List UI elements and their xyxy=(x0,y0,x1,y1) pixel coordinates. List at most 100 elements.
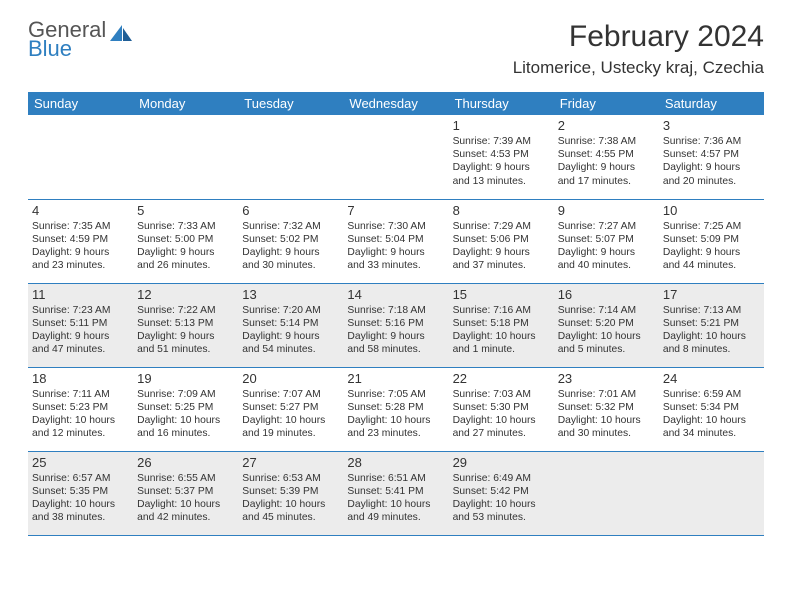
day-number: 26 xyxy=(137,455,234,470)
day-number: 17 xyxy=(663,287,760,302)
calendar-row: 18Sunrise: 7:11 AMSunset: 5:23 PMDayligh… xyxy=(28,367,764,451)
day-info: Sunrise: 7:35 AMSunset: 4:59 PMDaylight:… xyxy=(32,220,129,273)
day-number: 16 xyxy=(558,287,655,302)
day-header: Sunday xyxy=(28,92,133,115)
day-info: Sunrise: 7:32 AMSunset: 5:02 PMDaylight:… xyxy=(242,220,339,273)
logo-line2: Blue xyxy=(28,39,106,60)
day-cell: 16 Sunrise: 7:14 AMSunset: 5:20 PMDayligh… xyxy=(554,283,659,367)
day-info: Sunrise: 7:05 AMSunset: 5:28 PMDaylight:… xyxy=(347,388,444,441)
day-number: 29 xyxy=(453,455,550,470)
day-info: Sunrise: 6:53 AMSunset: 5:39 PMDaylight:… xyxy=(242,472,339,525)
logo: General Blue xyxy=(28,20,134,60)
day-number: 18 xyxy=(32,371,129,386)
day-cell: 15 Sunrise: 7:16 AMSunset: 5:18 PMDayligh… xyxy=(449,283,554,367)
calendar-header-row: SundayMondayTuesdayWednesdayThursdayFrid… xyxy=(28,92,764,115)
title-block: February 2024 Litomerice, Ustecky kraj, … xyxy=(513,20,764,78)
day-header: Tuesday xyxy=(238,92,343,115)
day-cell: 29 Sunrise: 6:49 AMSunset: 5:42 PMDayligh… xyxy=(449,451,554,535)
day-number: 25 xyxy=(32,455,129,470)
day-number: 20 xyxy=(242,371,339,386)
day-number: 22 xyxy=(453,371,550,386)
day-info: Sunrise: 7:03 AMSunset: 5:30 PMDaylight:… xyxy=(453,388,550,441)
day-header: Monday xyxy=(133,92,238,115)
calendar-row: 1Sunrise: 7:39 AMSunset: 4:53 PMDaylight… xyxy=(28,115,764,199)
day-info: Sunrise: 7:20 AMSunset: 5:14 PMDaylight:… xyxy=(242,304,339,357)
day-cell: 7 Sunrise: 7:30 AMSunset: 5:04 PMDaylight… xyxy=(343,199,448,283)
day-cell: 24 Sunrise: 6:59 AMSunset: 5:34 PMDayligh… xyxy=(659,367,764,451)
day-cell: 26 Sunrise: 6:55 AMSunset: 5:37 PMDayligh… xyxy=(133,451,238,535)
day-info: Sunrise: 6:49 AMSunset: 5:42 PMDaylight:… xyxy=(453,472,550,525)
day-number: 5 xyxy=(137,203,234,218)
day-info: Sunrise: 7:25 AMSunset: 5:09 PMDaylight:… xyxy=(663,220,760,273)
day-cell: 11 Sunrise: 7:23 AMSunset: 5:11 PMDayligh… xyxy=(28,283,133,367)
day-info: Sunrise: 7:01 AMSunset: 5:32 PMDaylight:… xyxy=(558,388,655,441)
logo-sail-icon xyxy=(108,23,134,50)
day-header: Friday xyxy=(554,92,659,115)
day-info: Sunrise: 7:07 AMSunset: 5:27 PMDaylight:… xyxy=(242,388,339,441)
day-info: Sunrise: 7:27 AMSunset: 5:07 PMDaylight:… xyxy=(558,220,655,273)
day-cell: 9 Sunrise: 7:27 AMSunset: 5:07 PMDaylight… xyxy=(554,199,659,283)
calendar-row: 4 Sunrise: 7:35 AMSunset: 4:59 PMDaylight… xyxy=(28,199,764,283)
day-cell: 13 Sunrise: 7:20 AMSunset: 5:14 PMDayligh… xyxy=(238,283,343,367)
calendar-table: SundayMondayTuesdayWednesdayThursdayFrid… xyxy=(28,92,764,536)
day-cell: 22 Sunrise: 7:03 AMSunset: 5:30 PMDayligh… xyxy=(449,367,554,451)
day-info: Sunrise: 7:16 AMSunset: 5:18 PMDaylight:… xyxy=(453,304,550,357)
day-number: 9 xyxy=(558,203,655,218)
page-subtitle: Litomerice, Ustecky kraj, Czechia xyxy=(513,58,764,78)
day-number: 8 xyxy=(453,203,550,218)
calendar-row: 11 Sunrise: 7:23 AMSunset: 5:11 PMDayligh… xyxy=(28,283,764,367)
day-number: 23 xyxy=(558,371,655,386)
day-info: Sunrise: 6:55 AMSunset: 5:37 PMDaylight:… xyxy=(137,472,234,525)
day-number: 2 xyxy=(558,118,655,133)
day-number: 10 xyxy=(663,203,760,218)
day-cell: 23 Sunrise: 7:01 AMSunset: 5:32 PMDayligh… xyxy=(554,367,659,451)
day-cell: 19 Sunrise: 7:09 AMSunset: 5:25 PMDayligh… xyxy=(133,367,238,451)
day-number: 21 xyxy=(347,371,444,386)
day-cell: 14 Sunrise: 7:18 AMSunset: 5:16 PMDayligh… xyxy=(343,283,448,367)
empty-cell xyxy=(554,451,659,535)
day-number: 27 xyxy=(242,455,339,470)
day-info: Sunrise: 7:09 AMSunset: 5:25 PMDaylight:… xyxy=(137,388,234,441)
day-cell: 5 Sunrise: 7:33 AMSunset: 5:00 PMDaylight… xyxy=(133,199,238,283)
calendar-body: 1Sunrise: 7:39 AMSunset: 4:53 PMDaylight… xyxy=(28,115,764,535)
page-title: February 2024 xyxy=(513,20,764,54)
day-number: 4 xyxy=(32,203,129,218)
day-cell: 6 Sunrise: 7:32 AMSunset: 5:02 PMDaylight… xyxy=(238,199,343,283)
day-info: Sunrise: 7:33 AMSunset: 5:00 PMDaylight:… xyxy=(137,220,234,273)
day-number: 7 xyxy=(347,203,444,218)
day-cell: 2Sunrise: 7:38 AMSunset: 4:55 PMDaylight… xyxy=(554,115,659,199)
day-info: Sunrise: 6:59 AMSunset: 5:34 PMDaylight:… xyxy=(663,388,760,441)
day-info: Sunrise: 7:14 AMSunset: 5:20 PMDaylight:… xyxy=(558,304,655,357)
day-number: 6 xyxy=(242,203,339,218)
day-info: Sunrise: 7:13 AMSunset: 5:21 PMDaylight:… xyxy=(663,304,760,357)
day-number: 15 xyxy=(453,287,550,302)
day-info: Sunrise: 7:22 AMSunset: 5:13 PMDaylight:… xyxy=(137,304,234,357)
empty-cell xyxy=(659,451,764,535)
empty-cell xyxy=(343,115,448,199)
day-cell: 1Sunrise: 7:39 AMSunset: 4:53 PMDaylight… xyxy=(449,115,554,199)
day-cell: 28 Sunrise: 6:51 AMSunset: 5:41 PMDayligh… xyxy=(343,451,448,535)
day-cell: 21 Sunrise: 7:05 AMSunset: 5:28 PMDayligh… xyxy=(343,367,448,451)
header: General Blue February 2024 Litomerice, U… xyxy=(28,20,764,78)
day-header: Wednesday xyxy=(343,92,448,115)
day-cell: 8 Sunrise: 7:29 AMSunset: 5:06 PMDaylight… xyxy=(449,199,554,283)
day-info: Sunrise: 7:30 AMSunset: 5:04 PMDaylight:… xyxy=(347,220,444,273)
day-info: Sunrise: 7:23 AMSunset: 5:11 PMDaylight:… xyxy=(32,304,129,357)
day-number: 11 xyxy=(32,287,129,302)
day-number: 14 xyxy=(347,287,444,302)
day-number: 19 xyxy=(137,371,234,386)
day-cell: 10 Sunrise: 7:25 AMSunset: 5:09 PMDayligh… xyxy=(659,199,764,283)
day-number: 13 xyxy=(242,287,339,302)
day-cell: 20 Sunrise: 7:07 AMSunset: 5:27 PMDayligh… xyxy=(238,367,343,451)
day-info: Sunrise: 6:51 AMSunset: 5:41 PMDaylight:… xyxy=(347,472,444,525)
day-number: 1 xyxy=(453,118,550,133)
day-cell: 3Sunrise: 7:36 AMSunset: 4:57 PMDaylight… xyxy=(659,115,764,199)
empty-cell xyxy=(238,115,343,199)
day-info: Sunrise: 7:18 AMSunset: 5:16 PMDaylight:… xyxy=(347,304,444,357)
day-header: Thursday xyxy=(449,92,554,115)
day-number: 24 xyxy=(663,371,760,386)
day-info: Sunrise: 7:29 AMSunset: 5:06 PMDaylight:… xyxy=(453,220,550,273)
day-number: 28 xyxy=(347,455,444,470)
day-info: Sunrise: 6:57 AMSunset: 5:35 PMDaylight:… xyxy=(32,472,129,525)
empty-cell xyxy=(133,115,238,199)
